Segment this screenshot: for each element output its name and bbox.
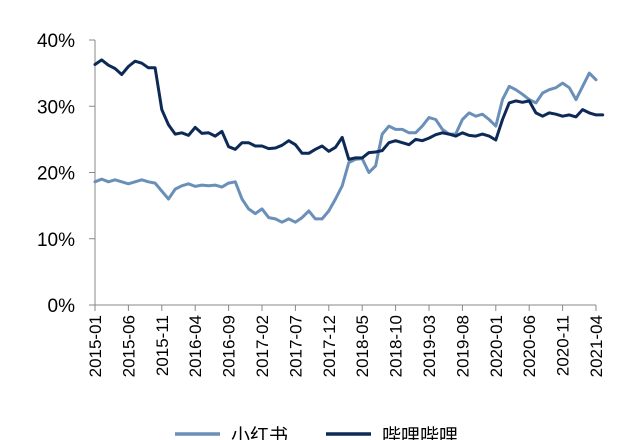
series-line-2	[93, 58, 605, 161]
x-tick-label: 2015-06	[119, 315, 138, 377]
legend-label-2: 哔哩哔哩	[382, 425, 458, 440]
x-tick-label: 2015-01	[86, 315, 105, 377]
x-tick-label: 2021-04	[587, 315, 606, 377]
legend-label-1: 小红书	[231, 425, 288, 440]
x-tick-label: 2017-02	[253, 315, 272, 377]
x-tick-label: 2020-06	[520, 315, 539, 377]
y-tick-label: 10%	[37, 230, 75, 251]
x-tick-label: 2017-07	[286, 315, 305, 377]
x-tick-label: 2018-10	[387, 315, 406, 377]
y-tick-label: 40%	[37, 31, 75, 52]
series-group	[93, 58, 605, 224]
x-tick-label: 2017-12	[320, 315, 339, 377]
x-tick-label: 2020-01	[487, 315, 506, 377]
legend: 小红书 哔哩哔哩	[175, 425, 458, 440]
x-tick-label: 2019-08	[453, 315, 472, 377]
x-tick-label: 2016-09	[220, 315, 239, 377]
series-line-1	[93, 71, 598, 224]
x-tick-label: 2020-11	[554, 315, 573, 376]
y-tick-label: 20%	[37, 164, 75, 185]
x-tick-label: 2016-04	[186, 315, 205, 377]
x-tick-label: 2015-11	[153, 315, 172, 376]
x-tick-label: 2018-05	[353, 315, 372, 377]
x-tick-label: 2019-03	[420, 315, 439, 377]
y-tick-label: 30%	[37, 97, 75, 118]
y-axis: 0% 10% 20% 30% 40%	[37, 31, 96, 317]
y-tick-label: 0%	[48, 296, 76, 317]
x-axis: 2015-01 2015-06 2015-11 2016-04 2016-09 2017-…	[86, 304, 606, 377]
